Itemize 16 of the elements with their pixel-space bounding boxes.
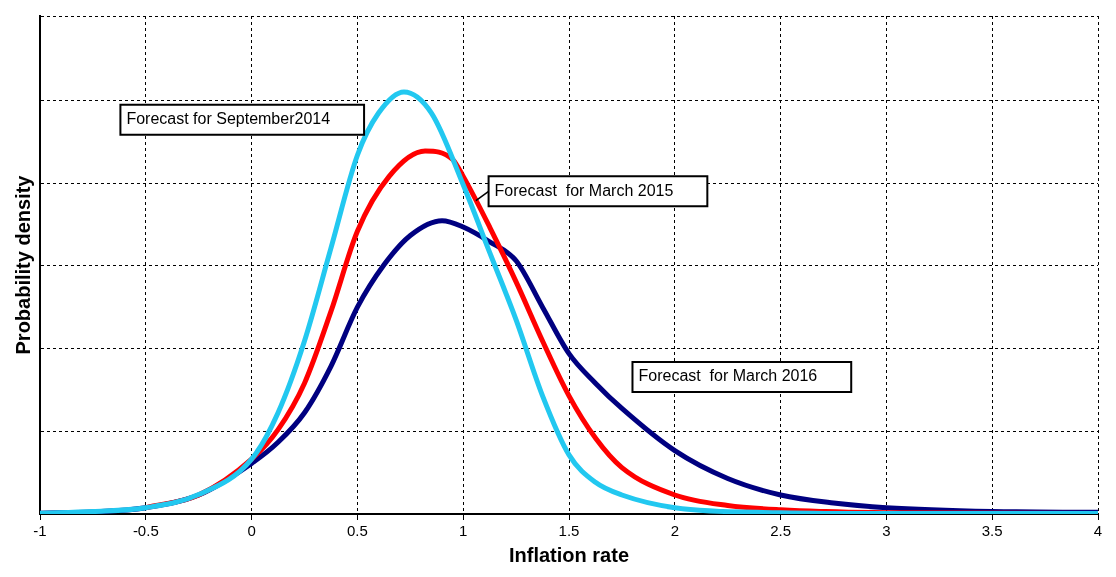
x-tick-label: 2 <box>670 522 679 540</box>
series-label: Forecast for March 2016 <box>638 367 818 385</box>
x-tick-label: 2.5 <box>770 522 792 540</box>
text: Forecast for September2014 <box>126 110 331 128</box>
x-tick-label: 4 <box>1093 522 1103 540</box>
x-tick-label: 3 <box>882 522 891 540</box>
x-tick-label: 1.5 <box>558 522 580 540</box>
x-axis-title: Inflation rate <box>508 543 630 566</box>
x-tick-label: 3.5 <box>981 522 1003 540</box>
x-tick-label: -0.5 <box>132 522 159 540</box>
x-tick-label: 0 <box>247 522 256 540</box>
x-tick-label: 0.5 <box>346 522 368 540</box>
x-tick-label: 1 <box>459 522 468 540</box>
series-label: Forecast for March 2015 <box>494 181 674 199</box>
x-tick-label: -1 <box>33 522 47 540</box>
y-axis-title: Probability density <box>11 174 34 355</box>
